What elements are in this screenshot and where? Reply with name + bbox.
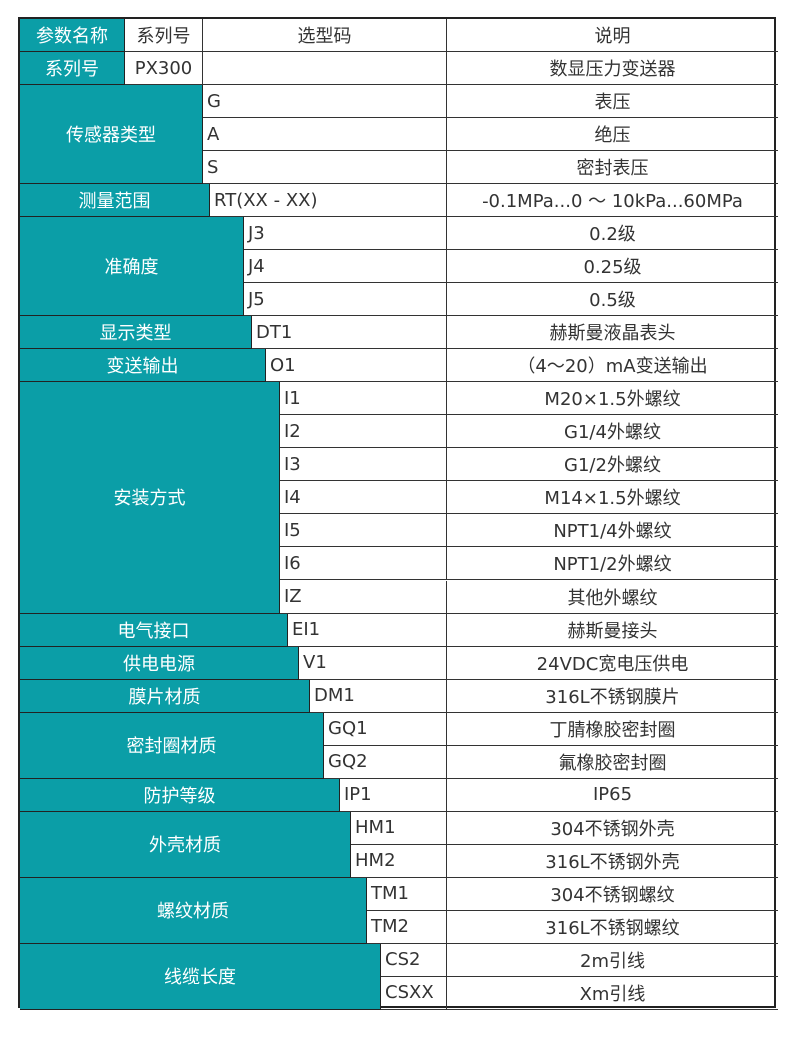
header-code: 选型码 [203, 19, 447, 53]
option-code: DM1 [310, 679, 447, 713]
option-code: I3 [280, 448, 447, 482]
option-desc: 316L不锈钢外壳 [447, 845, 778, 878]
group-label: 安装方式 [20, 382, 280, 614]
option-desc: NPT1/2外螺纹 [447, 547, 778, 581]
option-desc: 氟橡胶密封圈 [447, 746, 778, 779]
option-desc: IP65 [447, 779, 778, 812]
series-label: 系列号 [20, 52, 125, 86]
option-code: EI1 [288, 613, 447, 647]
option-desc: 316L不锈钢膜片 [447, 680, 778, 713]
option-desc: 丁腈橡胶密封圈 [447, 713, 778, 746]
group-label: 防护等级 [20, 778, 340, 812]
option-desc: 赫斯曼接头 [447, 614, 778, 647]
option-code: I4 [280, 481, 447, 515]
option-desc: 赫斯曼液晶表头 [447, 316, 778, 350]
option-code: CS2 [381, 943, 447, 977]
option-code: HM1 [351, 811, 447, 845]
option-desc: 0.25级 [447, 250, 778, 284]
option-desc: 0.2级 [447, 217, 778, 251]
group-label: 变送输出 [20, 349, 266, 383]
header-desc: 说明 [447, 19, 778, 53]
group-label: 电气接口 [20, 613, 288, 647]
group-label: 密封圈材质 [20, 712, 324, 779]
option-code: CSXX [381, 976, 447, 1010]
group-label: 供电电源 [20, 646, 299, 680]
option-desc: 304不锈钢螺纹 [447, 878, 778, 911]
option-desc: NPT1/4外螺纹 [447, 514, 778, 548]
option-code: A [203, 118, 447, 152]
series-desc: 数显压力变送器 [447, 52, 778, 86]
option-desc: -0.1MPa...0 ～ 10kPa...60MPa [447, 184, 778, 218]
selection-table: 参数名称 系列号 选型码 说明 系列号 PX300 数显压力变送器 传感器类型 G 表压 A 绝压 S 密… [18, 17, 778, 1010]
series-value: PX300 [125, 52, 203, 86]
option-code: J4 [244, 250, 447, 284]
option-code: J3 [244, 217, 447, 251]
option-code: TM2 [367, 910, 447, 944]
group-label: 显示类型 [20, 316, 252, 350]
option-code: IZ [280, 580, 447, 614]
option-desc: 0.5级 [447, 283, 778, 317]
option-code: HM2 [351, 844, 447, 878]
option-code: V1 [299, 646, 447, 680]
option-code: GQ2 [324, 745, 447, 779]
option-desc: G1/4外螺纹 [447, 415, 778, 449]
group-label: 线缆长度 [20, 943, 381, 1010]
option-code: IP1 [340, 778, 447, 812]
series-code [203, 52, 447, 86]
option-code: GQ1 [324, 712, 447, 746]
group-label: 膜片材质 [20, 679, 310, 713]
option-desc: 表压 [447, 85, 778, 119]
option-desc: Xm引线 [447, 977, 778, 1010]
option-desc: 316L不锈钢螺纹 [447, 911, 778, 944]
group-label: 传感器类型 [20, 85, 203, 185]
option-desc: 2m引线 [447, 944, 778, 977]
option-code: J5 [244, 283, 447, 317]
option-code: S [203, 151, 447, 185]
option-desc: 绝压 [447, 118, 778, 152]
option-code: G [203, 85, 447, 119]
option-code: TM1 [367, 877, 447, 911]
option-code: I2 [280, 415, 447, 449]
group-label: 准确度 [20, 217, 244, 317]
option-desc: 其他外螺纹 [447, 581, 778, 614]
option-code: DT1 [252, 316, 447, 350]
header-param: 参数名称 [20, 19, 125, 53]
option-desc: 密封表压 [447, 151, 778, 185]
option-desc: 24VDC宽电压供电 [447, 647, 778, 680]
group-label: 测量范围 [20, 184, 210, 218]
option-code: I5 [280, 514, 447, 548]
option-code: RT(XX - XX) [210, 184, 447, 218]
option-desc: G1/2外螺纹 [447, 448, 778, 482]
option-desc: （4～20）mA变送输出 [447, 349, 778, 383]
option-code: I6 [280, 547, 447, 581]
option-desc: M20×1.5外螺纹 [447, 382, 778, 416]
option-desc: M14×1.5外螺纹 [447, 481, 778, 515]
header-series: 系列号 [125, 19, 203, 53]
group-label: 外壳材质 [20, 811, 351, 878]
group-label: 螺纹材质 [20, 877, 367, 944]
option-code: I1 [280, 382, 447, 416]
option-code: O1 [266, 349, 447, 383]
option-desc: 304不锈钢外壳 [447, 812, 778, 845]
